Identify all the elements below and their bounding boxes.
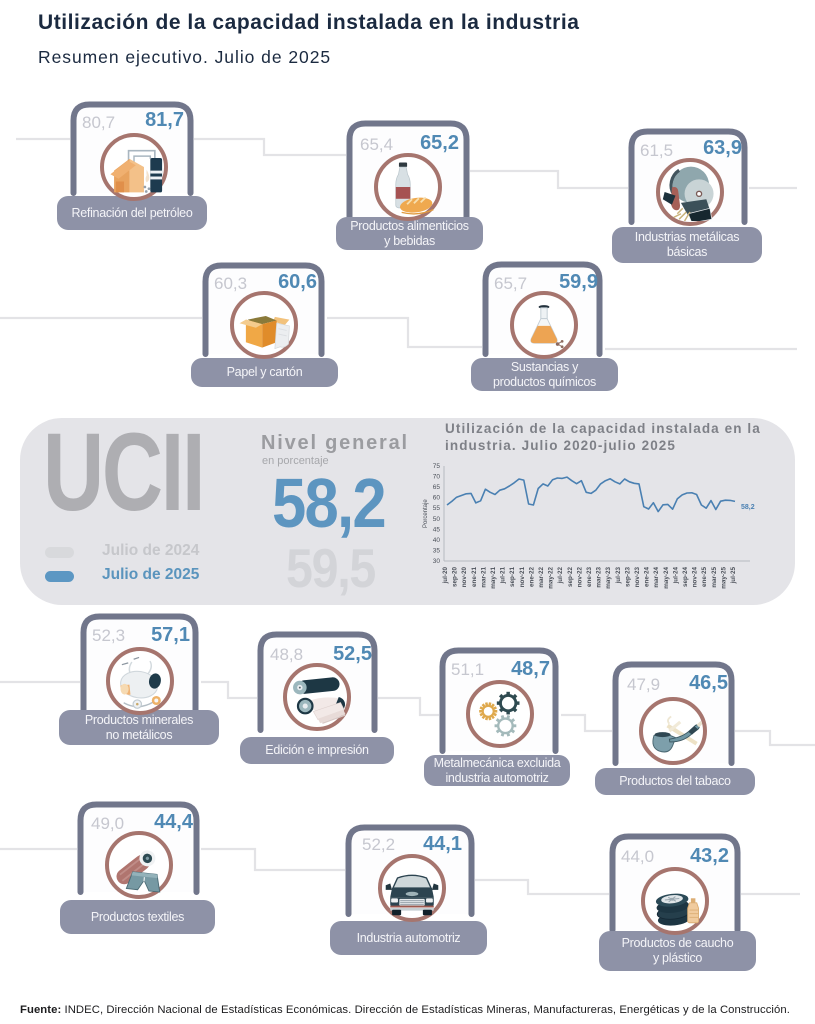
svg-text:jul-23: jul-23 — [615, 567, 622, 585]
svg-text:mar-22: mar-22 — [538, 567, 545, 588]
svg-text:nov-20: nov-20 — [461, 567, 468, 588]
svg-text:nov-21: nov-21 — [519, 567, 526, 588]
svg-text:Porcentaje: Porcentaje — [423, 499, 429, 528]
svg-text:sep-23: sep-23 — [624, 567, 631, 587]
svg-text:may-25: may-25 — [720, 567, 727, 589]
svg-text:sep-20: sep-20 — [452, 567, 459, 587]
svg-text:nov-22: nov-22 — [576, 567, 583, 588]
svg-text:jul-25: jul-25 — [730, 567, 737, 585]
svg-text:ene-23: ene-23 — [586, 567, 593, 587]
svg-text:45: 45 — [433, 526, 441, 533]
svg-text:jul-20: jul-20 — [442, 567, 449, 585]
svg-text:55: 55 — [433, 505, 441, 512]
svg-text:mar-21: mar-21 — [480, 567, 487, 588]
svg-text:nov-23: nov-23 — [634, 567, 641, 588]
svg-text:ene-24: ene-24 — [644, 567, 651, 587]
svg-text:30: 30 — [433, 558, 441, 565]
svg-text:Utilización de la capacidad in: Utilización de la capacidad instalada en… — [445, 421, 761, 436]
svg-text:35: 35 — [433, 547, 441, 554]
svg-text:sep-21: sep-21 — [509, 567, 516, 587]
svg-text:50: 50 — [433, 516, 441, 523]
svg-text:40: 40 — [433, 537, 441, 544]
svg-text:may-24: may-24 — [663, 567, 670, 589]
svg-text:may-23: may-23 — [605, 567, 612, 589]
svg-text:60: 60 — [433, 495, 441, 502]
svg-text:mar-24: mar-24 — [653, 567, 660, 588]
svg-text:ene-25: ene-25 — [701, 567, 708, 587]
svg-text:mar-23: mar-23 — [596, 567, 603, 588]
svg-text:ene-22: ene-22 — [528, 567, 535, 587]
svg-text:nov-24: nov-24 — [692, 567, 699, 588]
svg-text:may-21: may-21 — [490, 567, 497, 589]
svg-text:industria. Julio 2020-julio 20: industria. Julio 2020-julio 2025 — [445, 438, 676, 453]
svg-text:58,2: 58,2 — [741, 504, 755, 511]
svg-text:jul-22: jul-22 — [557, 567, 564, 585]
svg-text:ene-21: ene-21 — [471, 567, 478, 587]
svg-text:jul-24: jul-24 — [672, 567, 679, 585]
svg-text:may-22: may-22 — [548, 567, 555, 589]
svg-text:jul-21: jul-21 — [500, 567, 507, 585]
svg-text:70: 70 — [433, 474, 441, 481]
svg-text:mar-25: mar-25 — [711, 567, 718, 588]
svg-text:sep-24: sep-24 — [682, 567, 689, 587]
svg-text:sep-22: sep-22 — [567, 567, 574, 587]
svg-text:75: 75 — [433, 463, 441, 470]
svg-text:65: 65 — [433, 484, 441, 491]
